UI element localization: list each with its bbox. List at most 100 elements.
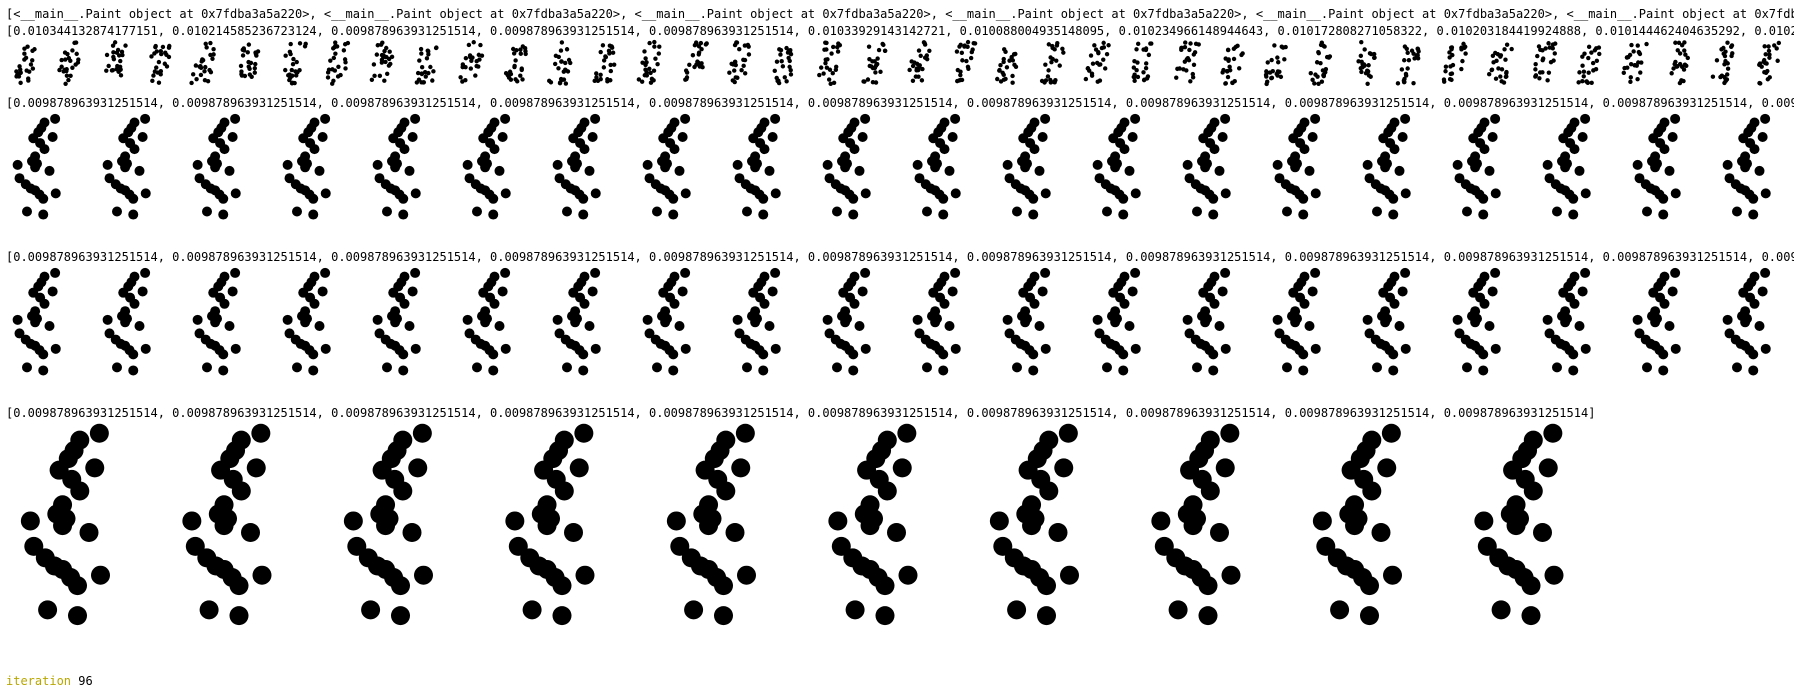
dot bbox=[433, 45, 439, 51]
dot bbox=[154, 65, 159, 70]
dot bbox=[1533, 523, 1552, 543]
dot bbox=[860, 267, 871, 278]
painting bbox=[1182, 113, 1231, 220]
dot bbox=[860, 113, 871, 124]
dot bbox=[958, 42, 963, 48]
dot bbox=[1584, 79, 1589, 84]
dot bbox=[391, 576, 410, 596]
dot bbox=[1223, 81, 1228, 86]
dot bbox=[916, 48, 922, 53]
dot bbox=[1443, 69, 1448, 74]
dot bbox=[1292, 313, 1302, 324]
dot bbox=[1670, 343, 1681, 354]
dot bbox=[47, 286, 58, 297]
dot bbox=[1230, 80, 1235, 86]
dot bbox=[1182, 314, 1193, 325]
dot bbox=[1681, 67, 1687, 72]
dot bbox=[696, 52, 701, 57]
dot bbox=[1360, 606, 1379, 626]
dot bbox=[1478, 349, 1489, 360]
dot bbox=[1472, 158, 1482, 169]
dot bbox=[1722, 159, 1733, 170]
dot bbox=[70, 48, 75, 53]
dot bbox=[838, 287, 849, 298]
dot bbox=[1722, 53, 1728, 59]
dot bbox=[1710, 74, 1716, 79]
dot bbox=[569, 458, 589, 478]
dot bbox=[305, 292, 316, 303]
dot bbox=[56, 509, 76, 529]
dot bbox=[1115, 292, 1126, 303]
dot bbox=[1127, 132, 1138, 143]
dot bbox=[854, 165, 865, 176]
dot bbox=[587, 132, 598, 143]
dot bbox=[282, 314, 293, 325]
dot bbox=[1134, 67, 1139, 73]
dot bbox=[882, 48, 888, 54]
dot bbox=[1031, 469, 1051, 489]
dot bbox=[559, 59, 564, 64]
dot bbox=[488, 193, 499, 204]
dot bbox=[603, 54, 609, 60]
dot bbox=[741, 63, 746, 69]
dot bbox=[382, 362, 392, 373]
dot bbox=[1050, 45, 1055, 51]
dot bbox=[748, 287, 759, 298]
dot bbox=[140, 343, 151, 354]
dot bbox=[1725, 72, 1730, 77]
dot bbox=[546, 469, 566, 489]
dot bbox=[284, 173, 295, 184]
dot bbox=[578, 193, 589, 204]
dot bbox=[1577, 132, 1588, 143]
dot bbox=[1766, 48, 1772, 54]
dot bbox=[1132, 58, 1137, 64]
dot bbox=[881, 42, 886, 48]
painting bbox=[666, 423, 756, 626]
dot bbox=[1414, 53, 1419, 58]
dot bbox=[514, 48, 519, 53]
dot bbox=[774, 59, 780, 64]
dot bbox=[965, 39, 971, 45]
dot bbox=[1402, 44, 1408, 49]
dot bbox=[842, 158, 852, 169]
dot bbox=[1101, 40, 1106, 46]
dot bbox=[111, 50, 116, 55]
painting bbox=[462, 267, 511, 376]
dot bbox=[578, 365, 589, 376]
dot bbox=[1282, 206, 1292, 217]
dot bbox=[1763, 52, 1768, 57]
painting bbox=[552, 267, 601, 376]
dot bbox=[151, 73, 156, 78]
dot bbox=[1748, 365, 1759, 376]
dot bbox=[568, 287, 579, 298]
dot bbox=[1143, 46, 1149, 51]
dot bbox=[746, 44, 751, 49]
dot bbox=[1385, 292, 1396, 303]
dot bbox=[860, 188, 871, 199]
dot bbox=[202, 78, 208, 83]
dot bbox=[291, 56, 296, 62]
dot bbox=[565, 69, 571, 74]
dot bbox=[1385, 138, 1396, 149]
dot bbox=[212, 158, 222, 169]
dot bbox=[1504, 71, 1509, 76]
dot bbox=[680, 267, 691, 278]
dot bbox=[687, 62, 692, 68]
dot bbox=[578, 349, 589, 360]
dot bbox=[784, 79, 789, 84]
dot bbox=[656, 51, 662, 56]
dot bbox=[158, 68, 164, 74]
dot bbox=[1205, 138, 1216, 149]
dot bbox=[1552, 51, 1557, 56]
dot bbox=[666, 511, 686, 531]
dot bbox=[1586, 70, 1591, 75]
dot bbox=[1628, 79, 1633, 85]
dot bbox=[606, 48, 612, 54]
dot bbox=[643, 67, 648, 72]
dot bbox=[1124, 321, 1135, 332]
painting bbox=[547, 40, 573, 86]
painting bbox=[642, 267, 691, 376]
dot bbox=[194, 76, 199, 82]
dot bbox=[1452, 159, 1463, 170]
dot bbox=[966, 66, 971, 71]
